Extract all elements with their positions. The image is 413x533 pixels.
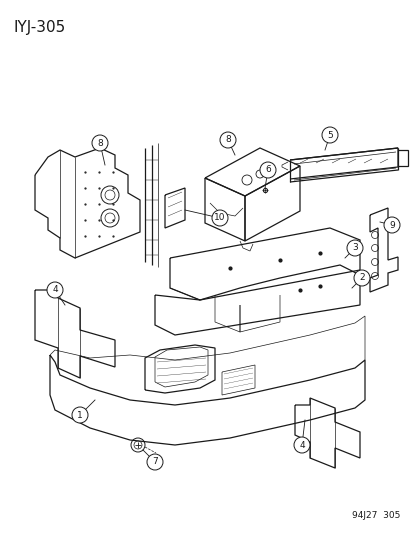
Circle shape [92,135,108,151]
Text: 2: 2 [358,273,364,282]
Circle shape [47,282,63,298]
Circle shape [131,438,145,452]
Circle shape [353,270,369,286]
Text: 8: 8 [225,135,230,144]
Text: IYJ-305: IYJ-305 [14,20,66,35]
Text: 10: 10 [214,214,225,222]
Circle shape [147,454,163,470]
Text: 1: 1 [77,410,83,419]
Text: 5: 5 [326,131,332,140]
Text: 94J27  305: 94J27 305 [351,511,399,520]
Text: 4: 4 [52,286,58,295]
Circle shape [259,162,275,178]
Circle shape [321,127,337,143]
Text: 9: 9 [388,221,394,230]
Circle shape [72,407,88,423]
Text: 6: 6 [264,166,270,174]
Circle shape [293,437,309,453]
Circle shape [346,240,362,256]
Text: 8: 8 [97,139,102,148]
Text: 3: 3 [351,244,357,253]
Circle shape [383,217,399,233]
Circle shape [211,210,228,226]
Circle shape [219,132,235,148]
Text: 4: 4 [299,440,304,449]
Text: 7: 7 [152,457,157,466]
